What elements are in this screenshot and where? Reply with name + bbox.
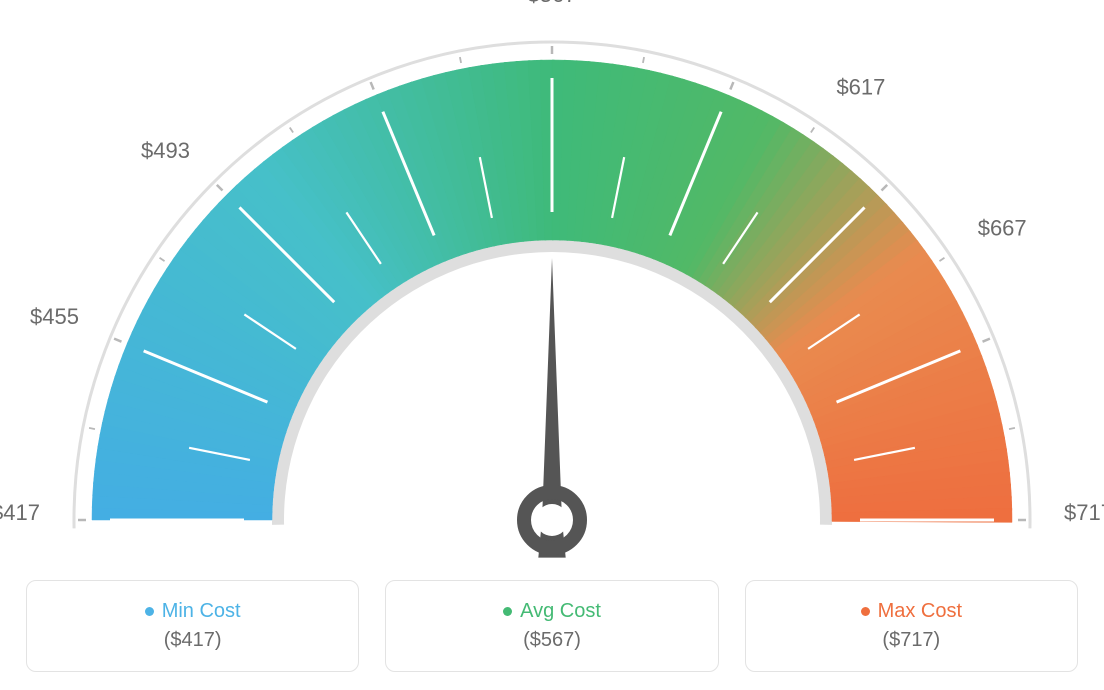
- legend-label-avg: Avg Cost: [520, 600, 601, 623]
- legend-label-max: Max Cost: [878, 600, 962, 623]
- gauge-area: $417 $455 $493 $567 $617 $667 $717: [0, 0, 1104, 570]
- legend-value-min: ($417): [164, 629, 222, 652]
- svg-text:$567: $567: [528, 0, 577, 7]
- legend-value-avg: ($567): [523, 629, 581, 652]
- legend: Min Cost ($417) Avg Cost ($567) Max Cost…: [0, 580, 1104, 690]
- legend-value-max: ($717): [882, 629, 940, 652]
- svg-text:$667: $667: [978, 216, 1027, 241]
- legend-dot-max: [861, 607, 870, 616]
- legend-dot-avg: [503, 607, 512, 616]
- legend-label-min: Min Cost: [162, 600, 241, 623]
- legend-card-max: Max Cost ($717): [745, 580, 1078, 672]
- svg-text:$617: $617: [836, 74, 885, 99]
- svg-text:$417: $417: [0, 500, 40, 525]
- svg-text:$455: $455: [30, 304, 79, 329]
- svg-text:$493: $493: [141, 138, 190, 163]
- svg-text:$717: $717: [1064, 500, 1104, 525]
- legend-card-avg: Avg Cost ($567): [385, 580, 718, 672]
- cost-gauge-chart: $417 $455 $493 $567 $617 $667 $717 Min Cost ($…: [0, 0, 1104, 690]
- legend-dot-min: [145, 607, 154, 616]
- legend-card-min: Min Cost ($417): [26, 580, 359, 672]
